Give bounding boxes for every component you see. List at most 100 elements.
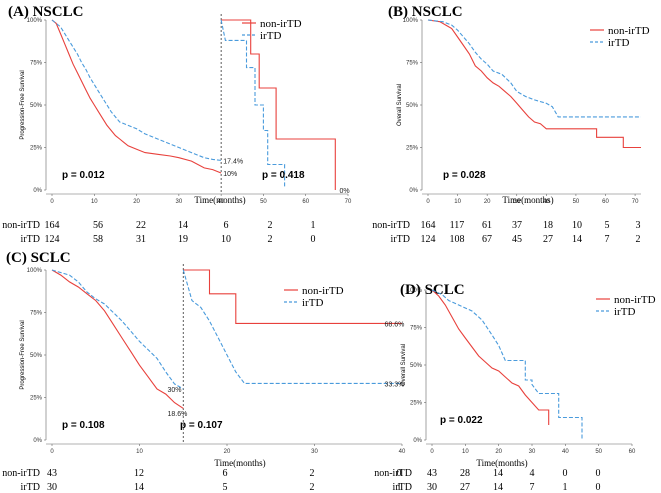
series-irtd-line xyxy=(51,19,222,161)
y-tick-label: 100% xyxy=(27,268,43,274)
y-tick-label: 50% xyxy=(30,103,43,109)
x-axis-title: Time(months) xyxy=(476,458,527,468)
y-tick-label: 25% xyxy=(410,401,423,407)
x-tick-label: 20 xyxy=(133,199,140,205)
risk-count: 6 xyxy=(224,220,229,231)
risk-count: 124 xyxy=(45,234,60,245)
risk-count: 5 xyxy=(605,220,610,231)
risk-count: 1 xyxy=(311,220,316,231)
legend-irtd-label: irTD xyxy=(608,37,629,49)
risk-count: 2 xyxy=(268,220,273,231)
risk-count: 117 xyxy=(450,220,465,231)
y-tick-label: 50% xyxy=(30,353,43,359)
y-tick-label: 50% xyxy=(406,103,419,109)
x-tick-label: 60 xyxy=(629,449,636,455)
panel-title: (B) NSCLC xyxy=(388,4,463,20)
x-tick-label: 30 xyxy=(176,199,183,205)
survival-annotation: 30% xyxy=(168,387,182,394)
series-irtd-line xyxy=(431,289,583,440)
y-tick-label: 50% xyxy=(410,363,423,369)
y-tick-label: 0% xyxy=(409,188,418,194)
x-tick-label: 10 xyxy=(462,449,469,455)
x-tick-label: 50 xyxy=(595,449,602,455)
risk-count: 10 xyxy=(221,234,231,245)
x-tick-label: 0 xyxy=(50,449,54,455)
risk-count: 27 xyxy=(543,234,553,245)
risk-row-label: non-irTD xyxy=(2,468,40,479)
p-value: p = 0.418 xyxy=(262,170,305,181)
x-tick-label: 10 xyxy=(91,199,98,205)
risk-count: 7 xyxy=(605,234,610,245)
risk-count: 164 xyxy=(421,220,436,231)
x-tick-label: 70 xyxy=(345,199,352,205)
x-tick-label: 0 xyxy=(50,199,54,205)
series-non-irtd-line xyxy=(51,269,184,409)
y-tick-label: 75% xyxy=(410,326,423,332)
risk-count: 30 xyxy=(427,482,437,493)
x-tick-label: 20 xyxy=(484,199,491,205)
risk-count: 31 xyxy=(136,234,146,245)
risk-count: 0 xyxy=(311,234,316,245)
risk-count: 14 xyxy=(178,220,188,231)
legend-non-irtd-label: non-irTD xyxy=(260,18,302,30)
risk-count: 2 xyxy=(310,468,315,479)
x-tick-label: 40 xyxy=(562,449,569,455)
risk-count: 19 xyxy=(178,234,188,245)
risk-count: 37 xyxy=(512,220,522,231)
survival-annotation: 18.6% xyxy=(168,411,188,418)
y-tick-label: 100% xyxy=(407,288,423,294)
risk-count: 7 xyxy=(530,482,535,493)
x-axis-title: Time(months) xyxy=(502,195,553,205)
x-tick-label: 40 xyxy=(399,449,406,455)
p-value: p = 0.012 xyxy=(62,170,105,181)
x-tick-label: 60 xyxy=(302,199,309,205)
x-tick-label: 40 xyxy=(543,199,550,205)
legend-irtd-label: irTD xyxy=(260,30,281,42)
x-axis-title: Time(months) xyxy=(194,195,245,205)
risk-count: 1 xyxy=(563,482,568,493)
series-non-irtd-line xyxy=(221,19,336,190)
risk-count: 10 xyxy=(572,220,582,231)
risk-count: 0 xyxy=(397,468,402,479)
legend-irtd-label: irTD xyxy=(302,297,323,309)
y-tick-label: 25% xyxy=(30,396,43,402)
series-irtd-line xyxy=(182,269,402,384)
legend-irtd-label: irTD xyxy=(614,306,635,318)
p-value: p = 0.022 xyxy=(440,415,483,426)
y-axis-title: Progression-Free Survival xyxy=(20,320,26,389)
y-tick-label: 0% xyxy=(33,438,42,444)
risk-row-label: irTD xyxy=(391,234,410,245)
x-tick-label: 30 xyxy=(529,449,536,455)
risk-count: 14 xyxy=(493,482,503,493)
x-tick-label: 10 xyxy=(136,449,143,455)
y-tick-label: 75% xyxy=(406,61,419,67)
x-tick-label: 40 xyxy=(218,199,225,205)
risk-count: 4 xyxy=(530,468,535,479)
risk-count: 61 xyxy=(482,220,492,231)
x-tick-label: 0 xyxy=(426,199,430,205)
x-tick-label: 50 xyxy=(260,199,267,205)
risk-count: 2 xyxy=(636,234,641,245)
risk-count: 0 xyxy=(563,468,568,479)
x-tick-label: 70 xyxy=(632,199,639,205)
risk-count: 2 xyxy=(268,234,273,245)
risk-count: 12 xyxy=(134,468,144,479)
y-tick-label: 75% xyxy=(30,61,43,67)
risk-count: 43 xyxy=(427,468,437,479)
risk-count: 108 xyxy=(450,234,465,245)
risk-count: 6 xyxy=(223,468,228,479)
risk-count: 1 xyxy=(397,482,402,493)
risk-count: 56 xyxy=(93,220,103,231)
x-tick-label: 0 xyxy=(430,449,434,455)
risk-count: 14 xyxy=(493,468,503,479)
panel-title: (C) SCLC xyxy=(6,250,71,266)
y-tick-label: 25% xyxy=(30,146,43,152)
risk-row-label: non-irTD xyxy=(2,220,40,231)
survival-annotation: 33.3% xyxy=(385,381,405,388)
x-tick-label: 20 xyxy=(495,449,502,455)
x-axis-title: Time(months) xyxy=(214,458,265,468)
x-tick-label: 60 xyxy=(602,199,609,205)
x-tick-label: 20 xyxy=(224,449,231,455)
legend-non-irtd-label: non-irTD xyxy=(614,294,656,306)
